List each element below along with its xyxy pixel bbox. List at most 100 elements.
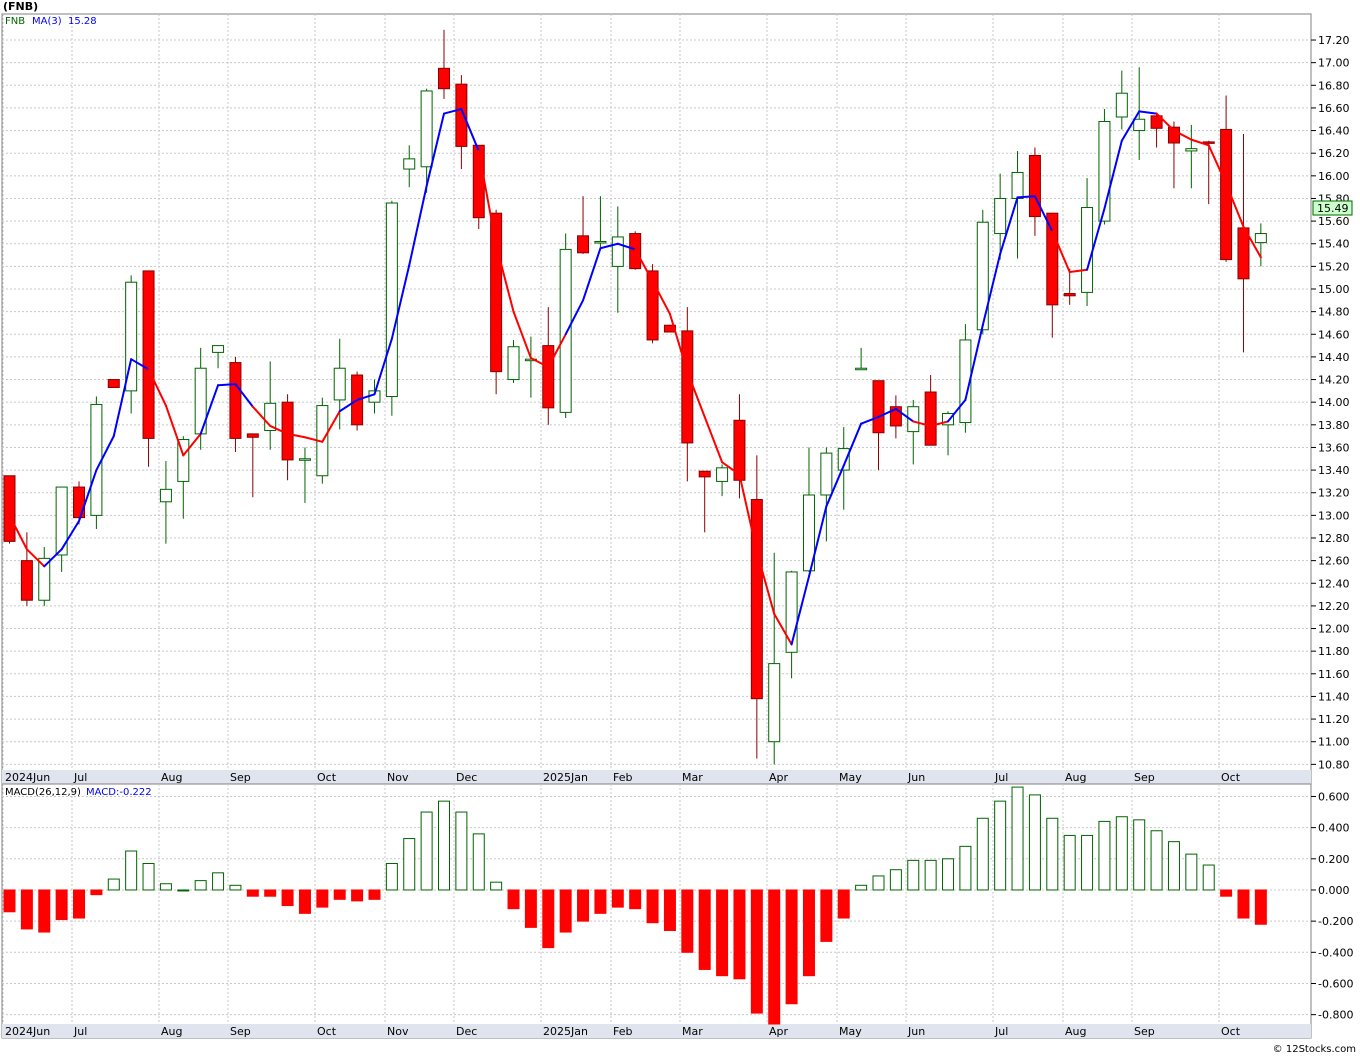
- candle: [802, 447, 815, 572]
- price-tick-label: 15.40: [1318, 238, 1350, 251]
- ma-segment: [651, 280, 671, 315]
- ma-segment: [721, 461, 741, 476]
- ma-segment: [790, 575, 810, 646]
- candle: [1115, 70, 1128, 130]
- macd-bar: [976, 817, 989, 891]
- candle: [768, 552, 781, 765]
- legend-symbol: FNB: [5, 16, 25, 27]
- ma-segment: [112, 358, 133, 438]
- candle: [264, 361, 277, 450]
- ma-segment: [547, 333, 567, 369]
- ma-segment: [1068, 268, 1089, 274]
- candle: [107, 379, 120, 388]
- ma-segment: [1155, 112, 1175, 132]
- macd-tick-label: -0.600: [1318, 977, 1353, 990]
- macd-bar: [20, 889, 33, 930]
- macd-bar: [889, 869, 902, 891]
- ma-segment: [199, 384, 220, 435]
- ma-segment: [738, 473, 758, 553]
- candle: [663, 324, 676, 333]
- macd-bar: [820, 889, 833, 942]
- candle: [229, 356, 242, 452]
- price-tick-label: 14.80: [1318, 306, 1350, 319]
- candle: [55, 486, 68, 572]
- ma-segment: [495, 243, 515, 313]
- month-label: Jul: [994, 771, 1008, 784]
- macd-bar: [159, 883, 172, 891]
- candle: [38, 547, 51, 606]
- month-label: Feb: [613, 771, 632, 784]
- month-label: 2024Jun: [5, 771, 50, 784]
- macd-bar: [246, 889, 259, 897]
- ma-segment: [686, 370, 706, 418]
- macd-bar: [1220, 889, 1233, 897]
- candle: [246, 433, 259, 498]
- month-label: Sep: [1134, 771, 1155, 784]
- price-tick-label: 12.00: [1318, 623, 1350, 636]
- macd-bar: [524, 889, 537, 928]
- macd-bar: [142, 862, 155, 891]
- macd-legend-value: MACD:-0.222: [86, 787, 152, 798]
- candle: [1220, 95, 1233, 262]
- ma-segment: [634, 248, 654, 283]
- ma-segment: [43, 548, 63, 568]
- month-label: 2025Jan: [543, 1025, 588, 1038]
- ma-segment: [164, 404, 185, 457]
- ma-segment: [1103, 139, 1123, 210]
- macd-bar: [229, 884, 242, 891]
- month-label: Sep: [1134, 1025, 1155, 1038]
- macd-bar: [750, 889, 763, 1014]
- macd-bar: [959, 845, 972, 891]
- candle: [298, 447, 311, 503]
- month-label: Nov: [387, 771, 409, 784]
- macd-tick-label: -0.800: [1318, 1009, 1353, 1022]
- macd-tick-label: -0.200: [1318, 915, 1353, 928]
- candles: [3, 29, 1267, 765]
- candle: [820, 447, 833, 542]
- macd-bar: [1098, 820, 1111, 891]
- macd-bar: [351, 889, 364, 902]
- ma-segment: [217, 383, 237, 387]
- price-tick-label: 17.20: [1318, 34, 1350, 47]
- price-tick-label: 14.00: [1318, 396, 1350, 409]
- macd-bar: [281, 889, 294, 907]
- month-label: Oct: [1221, 771, 1241, 784]
- ma-segment: [408, 185, 428, 267]
- macd-bar: [125, 850, 138, 891]
- macd-bar: [1167, 841, 1180, 891]
- ma-segment: [390, 264, 411, 340]
- last-price-box: [1312, 200, 1353, 216]
- month-label: Dec: [456, 771, 477, 784]
- macd-bar: [385, 862, 398, 891]
- ma-segment: [147, 368, 167, 407]
- macd-bar: [716, 889, 729, 977]
- price-tick-label: 11.80: [1318, 645, 1350, 658]
- price-tick-label: 13.20: [1318, 487, 1350, 500]
- macd-bar: [107, 878, 120, 891]
- candle: [959, 324, 972, 433]
- macd-bar: [594, 889, 607, 914]
- macd-bar: [1202, 864, 1215, 891]
- month-label: Aug: [161, 771, 182, 784]
- price-tick-label: 16.00: [1318, 170, 1350, 183]
- candle: [490, 209, 503, 395]
- ma-segment: [1207, 144, 1228, 185]
- ma-segment: [338, 398, 359, 413]
- price-tick-label: 12.80: [1318, 532, 1350, 545]
- ma-segment: [269, 424, 289, 435]
- price-tick-label: 10.80: [1318, 758, 1350, 771]
- candle: [994, 173, 1007, 260]
- macd-bar: [455, 811, 468, 891]
- macd-bar: [490, 881, 503, 891]
- ma-segment: [25, 548, 46, 568]
- ma-segment: [303, 436, 324, 443]
- ma-segment: [599, 242, 619, 250]
- month-label: May: [839, 771, 862, 784]
- ma-segment: [929, 420, 950, 427]
- price-tick-label: 11.60: [1318, 668, 1350, 681]
- candle: [577, 196, 590, 254]
- ma-segment: [1051, 230, 1071, 274]
- ma-segment: [1242, 225, 1262, 259]
- macd-bar: [403, 838, 416, 891]
- ma-segment: [981, 252, 1002, 327]
